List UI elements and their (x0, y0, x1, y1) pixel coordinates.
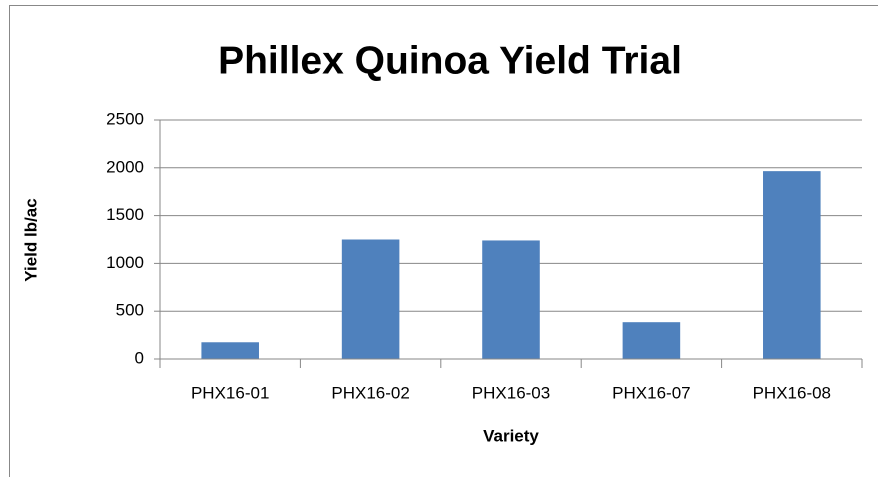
y-axis-label: Yield lb/ac (21, 198, 40, 281)
chart-border (9, 5, 878, 477)
x-tick-label: PHX16-01 (191, 383, 269, 402)
bar (341, 239, 400, 359)
y-tick-label: 2500 (106, 109, 144, 128)
y-tick-label: 1500 (106, 205, 144, 224)
x-tick-label: PHX16-02 (331, 383, 409, 402)
bar (482, 240, 540, 359)
bar (201, 342, 259, 359)
bar (763, 171, 821, 359)
y-tick-label: 500 (116, 301, 144, 320)
x-tick-label: PHX16-08 (753, 383, 831, 402)
y-tick-label: 2000 (106, 157, 144, 176)
chart-title: Phillex Quinoa Yield Trial (218, 39, 682, 82)
y-tick-label: 1000 (106, 253, 144, 272)
x-tick-label: PHX16-07 (612, 383, 690, 402)
x-axis-label: Variety (483, 426, 539, 445)
x-tick-label: PHX16-03 (472, 383, 550, 402)
y-tick-label: 0 (135, 348, 144, 367)
bar (622, 322, 681, 359)
